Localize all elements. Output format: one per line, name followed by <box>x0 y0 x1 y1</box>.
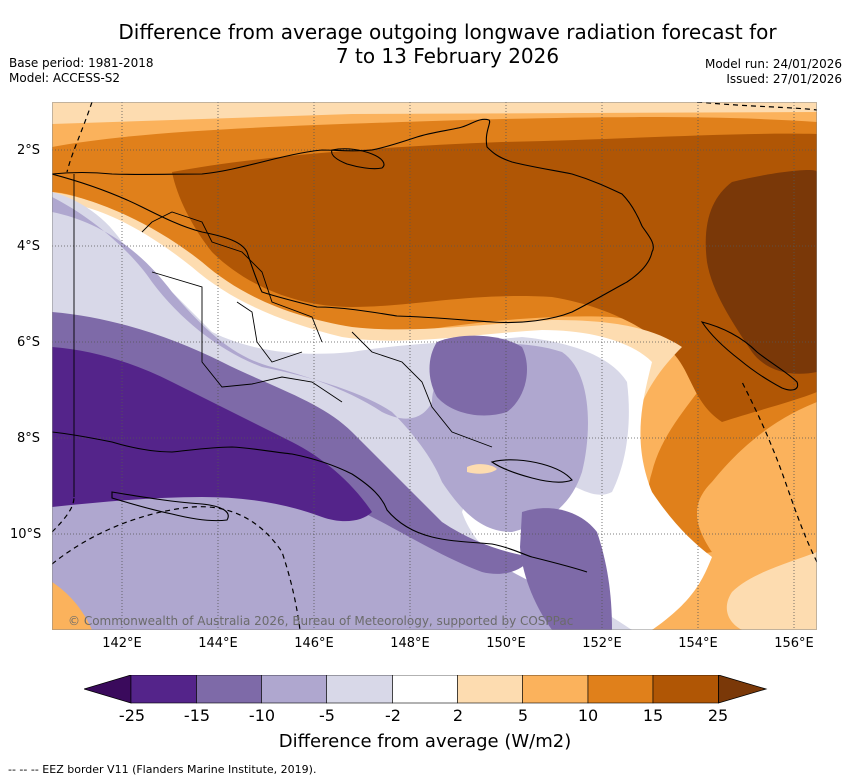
colorbar-segment-2-5 <box>457 675 523 704</box>
map-frame <box>52 102 817 630</box>
contour-above-25 <box>705 170 817 374</box>
new-guinea-south-coast <box>52 431 588 573</box>
colorbar-tick: -10 <box>248 706 276 725</box>
lat-label-6s: 6°S <box>17 335 41 350</box>
colorbar-extend-max <box>718 675 768 704</box>
lat-label-8s: 8°S <box>17 431 41 446</box>
province-border-4 <box>236 301 303 363</box>
contour-neg15-neg10-south <box>520 508 612 630</box>
eez-footnote: -- -- -- EEZ border V11 (Flanders Marine… <box>8 763 317 776</box>
lon-label-154e: 154°E <box>678 636 718 651</box>
lon-label-144e: 144°E <box>198 636 238 651</box>
torres-strait-coast <box>111 491 229 522</box>
lon-label-156e: 156°E <box>774 636 814 651</box>
eez-border-sw <box>52 496 75 533</box>
eez-border-south <box>52 506 301 630</box>
model-name: Model: ACCESS-S2 <box>9 71 121 85</box>
coastlines <box>52 118 799 573</box>
eez-border-ne <box>696 102 817 111</box>
meta-left: Base period: 1981-2018 Model: ACCESS-S2 <box>9 56 154 86</box>
contour-5-10-sw <box>52 582 92 630</box>
map-title: Difference from average outgoing longwav… <box>60 20 835 68</box>
colorbar-segment-neg5-neg2 <box>326 675 393 704</box>
new-ireland-island <box>331 148 385 170</box>
contour-2-5-top <box>52 102 817 124</box>
colorbar-label: Difference from average (W/m2) <box>278 731 572 752</box>
colorbar-tick: 25 <box>707 706 729 725</box>
colorbar-segment-10-15 <box>587 675 654 704</box>
province-border-3 <box>351 331 493 448</box>
contour-neg25-neg15 <box>52 347 372 522</box>
d-entrecasteaux-islands <box>490 459 573 483</box>
eez-border-east <box>741 381 817 563</box>
issued-date: Issued: 27/01/2026 <box>726 72 842 86</box>
meta-right: Model run: 24/01/2026 Issued: 27/01/2026 <box>705 57 842 87</box>
eez-borders <box>52 102 817 630</box>
colorbar-tick: -15 <box>183 706 211 725</box>
base-period: Base period: 1981-2018 <box>9 56 154 70</box>
lat-label-2s: 2°S <box>17 143 41 158</box>
lat-label-4s: 4°S <box>17 239 41 254</box>
colorbar-segment-5-10 <box>522 675 589 704</box>
copyright-notice: © Commonwealth of Australia 2026, Bureau… <box>68 614 574 628</box>
colorbar-tick: -2 <box>385 706 401 725</box>
colorbar-segment-neg10-neg5 <box>261 675 327 704</box>
bougainville-island <box>700 321 799 391</box>
olr-anomaly-map <box>52 102 817 630</box>
title-line-2: 7 to 13 February 2026 <box>335 44 560 68</box>
colorbar-tick: 5 <box>517 706 529 725</box>
colorbar <box>84 675 768 704</box>
province-border-2 <box>141 211 323 343</box>
colorbar-segment-neg15-neg10 <box>196 675 262 704</box>
province-border-1 <box>151 271 343 403</box>
colorbar-tick: 2 <box>452 706 464 725</box>
colorbar-tick: -25 <box>118 706 146 725</box>
title-line-1: Difference from average outgoing longwav… <box>118 20 777 44</box>
province-borders <box>73 174 493 497</box>
model-run: Model run: 24/01/2026 <box>704 57 842 71</box>
colorbar-tick: 15 <box>642 706 664 725</box>
new-guinea-north-coast <box>52 118 654 324</box>
contour-15-25 <box>172 133 817 422</box>
lon-label-152e: 152°E <box>582 636 622 651</box>
contour-2-5-se <box>726 552 817 630</box>
colorbar-tick: -5 <box>319 706 335 725</box>
lon-label-142e: 142°E <box>102 636 142 651</box>
lat-label-10s: 10°S <box>10 527 42 542</box>
contour-2-5-islet <box>467 464 497 474</box>
lon-label-150e: 150°E <box>486 636 526 651</box>
colorbar-segment-neg25-neg15 <box>130 675 197 704</box>
contour-neg15-neg10-center <box>429 335 527 416</box>
contour-neg10-neg5 <box>52 197 612 630</box>
colorbar-extend-min <box>84 675 132 704</box>
colorbar-segment-neg2-2 <box>392 675 458 704</box>
lon-label-146e: 146°E <box>294 636 334 651</box>
graticule <box>52 102 817 630</box>
colorbar-tick: 10 <box>577 706 599 725</box>
colorbar-segment-15-25 <box>652 675 719 704</box>
lon-label-148e: 148°E <box>390 636 430 651</box>
